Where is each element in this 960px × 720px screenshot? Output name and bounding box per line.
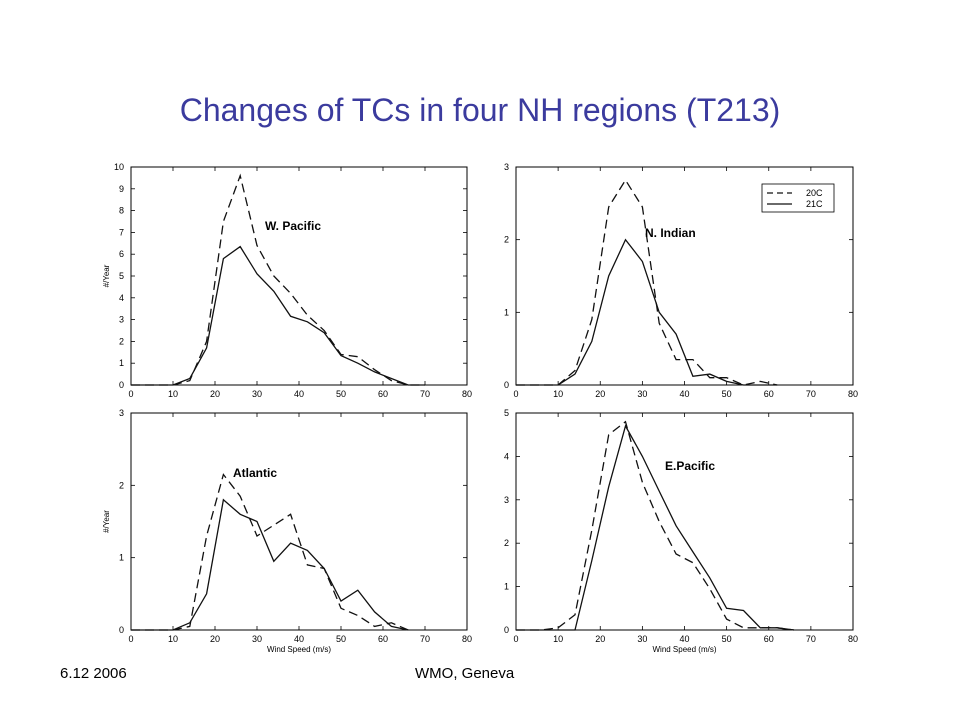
x-tick-label: 20 (210, 389, 220, 399)
y-tick-label: 3 (119, 315, 124, 325)
y-tick-label: 1 (504, 307, 509, 317)
y-tick-label: 2 (119, 336, 124, 346)
region-label: E.Pacific (665, 459, 715, 473)
y-tick-label: 0 (504, 380, 509, 390)
x-tick-label: 20 (595, 634, 605, 644)
y-tick-label: 2 (504, 235, 509, 245)
region-label: W. Pacific (265, 219, 321, 233)
y-tick-label: 0 (119, 380, 124, 390)
slide-title: Changes of TCs in four NH regions (T213) (179, 92, 781, 128)
x-axis-label: Wind Speed (m/s) (267, 645, 331, 654)
series-line-21C (516, 424, 795, 631)
panel-0 (130, 166, 468, 386)
series-line-20C (516, 178, 778, 386)
y-tick-label: 8 (119, 206, 124, 216)
x-tick-label: 80 (462, 634, 472, 644)
footer-venue: WMO, Geneva (415, 665, 515, 682)
x-tick-label: 40 (294, 634, 304, 644)
panel-2 (130, 412, 468, 631)
x-tick-label: 70 (806, 634, 816, 644)
y-tick-label: 9 (119, 184, 124, 194)
legend-label: 21C (806, 199, 823, 209)
x-tick-label: 20 (210, 634, 220, 644)
x-tick-label: 60 (378, 389, 388, 399)
x-tick-label: 60 (764, 389, 774, 399)
x-tick-label: 80 (848, 389, 858, 399)
x-tick-label: 30 (252, 389, 262, 399)
y-tick-label: 3 (504, 162, 509, 172)
y-tick-label: 3 (504, 495, 509, 505)
series-line-20C (131, 473, 409, 631)
x-tick-label: 20 (595, 389, 605, 399)
series-line-20C (516, 420, 795, 631)
x-tick-label: 10 (168, 634, 178, 644)
y-tick-label: 2 (119, 480, 124, 490)
series-line-21C (516, 238, 778, 386)
y-tick-label: 10 (114, 162, 124, 172)
x-tick-label: 50 (336, 634, 346, 644)
x-tick-label: 70 (420, 389, 430, 399)
x-tick-label: 10 (553, 634, 563, 644)
footer-date: 6.12 2006 (60, 665, 127, 682)
x-tick-label: 70 (420, 634, 430, 644)
plot-frame (130, 166, 468, 386)
x-tick-label: 30 (637, 389, 647, 399)
x-tick-label: 50 (722, 389, 732, 399)
y-tick-label: 7 (119, 227, 124, 237)
x-tick-label: 0 (513, 634, 518, 644)
y-tick-label: 0 (504, 625, 509, 635)
x-tick-label: 30 (252, 634, 262, 644)
x-tick-label: 60 (764, 634, 774, 644)
y-tick-label: 4 (119, 293, 124, 303)
x-tick-label: 70 (806, 389, 816, 399)
x-axis-label: Wind Speed (m/s) (652, 645, 716, 654)
series-line-21C (131, 245, 425, 386)
x-tick-label: 40 (679, 389, 689, 399)
y-axis-label: #/Year (102, 264, 111, 287)
x-tick-label: 10 (168, 389, 178, 399)
panel-3 (515, 412, 854, 631)
x-tick-label: 10 (553, 389, 563, 399)
y-tick-label: 6 (119, 249, 124, 259)
x-tick-label: 80 (848, 634, 858, 644)
y-tick-label: 1 (119, 553, 124, 563)
legend-box (761, 183, 835, 213)
y-tick-label: 5 (504, 408, 509, 418)
x-tick-label: 40 (679, 634, 689, 644)
y-axis-label: #/Year (102, 510, 111, 533)
x-tick-label: 40 (294, 389, 304, 399)
legend-label: 20C (806, 188, 823, 198)
x-tick-label: 80 (462, 389, 472, 399)
x-tick-label: 0 (128, 634, 133, 644)
x-tick-label: 0 (513, 389, 518, 399)
y-tick-label: 5 (119, 271, 124, 281)
region-label: N. Indian (645, 226, 696, 240)
series-line-21C (131, 498, 409, 631)
plot-frame (130, 412, 468, 631)
y-tick-label: 2 (504, 538, 509, 548)
y-tick-label: 4 (504, 451, 509, 461)
x-tick-label: 50 (722, 634, 732, 644)
plot-frame (515, 412, 854, 631)
y-tick-label: 1 (504, 582, 509, 592)
region-label: Atlantic (233, 466, 277, 480)
panel-1 (515, 166, 854, 386)
y-tick-label: 0 (119, 625, 124, 635)
x-tick-label: 30 (637, 634, 647, 644)
x-tick-label: 60 (378, 634, 388, 644)
x-tick-label: 50 (336, 389, 346, 399)
y-tick-label: 1 (119, 358, 124, 368)
y-tick-label: 3 (119, 408, 124, 418)
x-tick-label: 0 (128, 389, 133, 399)
series-line-20C (131, 173, 425, 386)
